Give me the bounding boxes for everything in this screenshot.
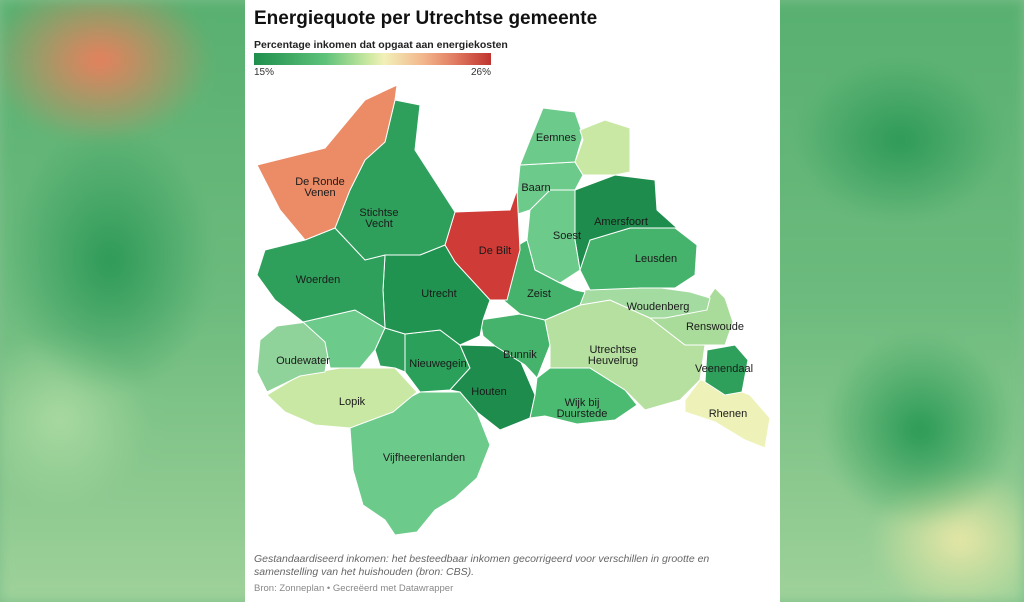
legend-color-scale	[254, 53, 491, 65]
label-eemnes: Eemnes	[536, 132, 577, 144]
label-zeist: Zeist	[527, 288, 551, 300]
label-stichtse-vecht: Stichtse	[359, 207, 398, 219]
label-renswoude: Renswoude	[686, 321, 744, 333]
label-woerden: Woerden	[296, 274, 340, 286]
label-rhenen: Rhenen	[709, 408, 748, 420]
label-oudewater: Oudewater	[276, 355, 330, 367]
label-baarn: Baarn	[521, 182, 550, 194]
legend-label: Percentage inkomen dat opgaat aan energi…	[254, 39, 508, 51]
legend-min: 15%	[254, 67, 275, 78]
source-line: Bron: Zonneplan • Gecreëerd met Datawrap…	[254, 583, 454, 594]
label-vijfheerenlanden: Vijfheerenlanden	[383, 452, 465, 464]
label-wijk-bij-duurstede-2: Duurstede	[557, 408, 608, 420]
label-stichtse-vecht-2: Vecht	[365, 218, 393, 230]
label-houten: Houten	[471, 386, 506, 398]
label-de-ronde-venen: De Ronde	[295, 176, 345, 188]
region-veenendaal[interactable]	[704, 344, 749, 396]
chart-title: Energiequote per Utrechtse gemeente	[254, 8, 598, 29]
label-wijk-bij-duurstede: Wijk bij	[565, 397, 600, 409]
label-leusden: Leusden	[635, 253, 677, 265]
label-bunnik: Bunnik	[503, 349, 537, 361]
label-de-ronde-venen-2: Venen	[304, 187, 335, 199]
chart-card: Energiequote per Utrechtse gemeente Perc…	[245, 0, 780, 602]
label-amersfoort: Amersfoort	[594, 216, 648, 228]
label-utrechtse-heuvelrug: Utrechtse	[589, 344, 636, 356]
region-bunschoten[interactable]	[574, 119, 631, 176]
label-nieuwegein: Nieuwegein	[409, 358, 466, 370]
footnote: Gestandaardiseerd inkomen: het besteedba…	[254, 553, 710, 578]
label-woudenberg: Woudenberg	[627, 301, 690, 313]
label-utrecht: Utrecht	[421, 288, 456, 300]
label-lopik: Lopik	[339, 396, 366, 408]
region-oudewater[interactable]	[256, 321, 331, 393]
label-utrechtse-heuvelrug-2: Heuvelrug	[588, 355, 638, 367]
label-de-bilt: De Bilt	[479, 245, 511, 257]
label-veenendaal: Veenendaal	[695, 363, 753, 375]
label-soest: Soest	[553, 230, 581, 242]
region-de-ronde-venen[interactable]	[256, 84, 398, 241]
region-renswoude[interactable]	[649, 287, 734, 346]
choropleth-map: De Ronde Venen Stichtse Vecht Woerden Ut…	[256, 84, 771, 536]
legend-max: 26%	[471, 67, 492, 78]
